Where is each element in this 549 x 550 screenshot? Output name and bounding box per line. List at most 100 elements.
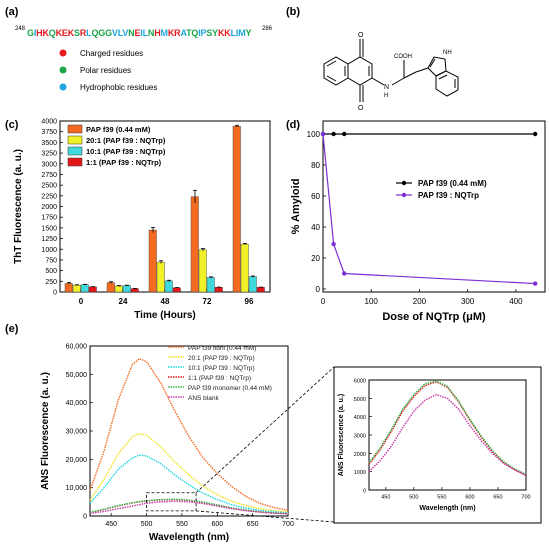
residue-11: L — [86, 28, 92, 38]
y-tick-label: 50,000 — [66, 372, 88, 379]
data-point — [532, 131, 538, 137]
series-line — [368, 380, 527, 476]
ans-spectrum-chart: 0 10,000 20,000 30,000 40,000 50,000 60,000 450… — [40, 344, 335, 543]
bar — [148, 229, 157, 293]
x-tick-label: 24 — [119, 297, 128, 306]
residue-17: V — [122, 28, 128, 38]
legend-label-polar: Polar residues — [80, 66, 131, 75]
ans-inset-chart: 0 1000 2000 3000 4000 5000 6000 450 500 550 600 650… — [333, 366, 542, 524]
legend-label: 1:1 (PAP f39 : NQTrp) — [188, 375, 251, 382]
x-tick-label: 0 — [321, 297, 326, 306]
residue-33: Y — [212, 28, 218, 38]
bar — [232, 125, 241, 293]
x-tick-label: 500 — [409, 495, 418, 501]
x-tick-label: 450 — [381, 495, 390, 501]
legend-label: PAP f39 monomer (0.44 mM) — [188, 385, 272, 392]
y-tick-label: 1000 — [41, 247, 57, 254]
data-point — [320, 131, 326, 137]
y-tick-label: 40 — [311, 223, 320, 232]
legend-label: PAP f39 : NQTrp — [418, 191, 479, 200]
y-axis-label: ANS Fluorescence (a. u.) — [40, 372, 51, 490]
residue-legend: Charged residues Polar residues Hydrophobi… — [59, 49, 157, 92]
legend-label-hydrophobic: Hydrophobic residues — [80, 83, 157, 92]
legend-swatch — [67, 157, 83, 167]
residue-18: N — [128, 28, 134, 38]
x-tick-label: 72 — [203, 297, 212, 306]
series-line — [89, 454, 289, 514]
legend-dot-charged — [59, 49, 67, 57]
x-tick-label: 100 — [365, 297, 379, 306]
y-tick-label: 250 — [45, 279, 57, 286]
legend-marker — [401, 192, 407, 198]
x-tick-label: 0 — [79, 297, 84, 306]
y-tick-label: 2750 — [41, 172, 57, 179]
residue-27: A — [180, 28, 187, 38]
legend-marker — [401, 180, 407, 186]
residue-12: Q — [91, 28, 98, 38]
residue-28: T — [186, 28, 192, 38]
residue-15: V — [112, 28, 118, 38]
residue-35: K — [224, 28, 231, 38]
residue-32: S — [206, 28, 212, 38]
y-tick-label: 6000 — [354, 379, 366, 385]
amyloid-dose-chart: 0 20 40 60 80 100 0 100 200 300 400 % Amyloid Dose o… — [290, 120, 546, 323]
x-tick-label: 200 — [413, 297, 427, 306]
panel-label-e: (e) — [5, 323, 19, 335]
y-tick-label: 0 — [363, 489, 366, 495]
x-axis-label: Wavelength (nm) — [149, 532, 229, 543]
amine-bond — [371, 77, 385, 86]
panel-label-d: (d) — [286, 119, 300, 131]
x-tick-label: 600 — [211, 521, 223, 528]
y-tick-label: 750 — [45, 257, 57, 264]
sequence-end-index: 286 — [262, 26, 273, 32]
y-tick-label: 0 — [316, 285, 321, 294]
atom-o-top: O — [358, 32, 364, 39]
residue-2: I — [34, 28, 36, 38]
y-tick-label: 80 — [311, 161, 320, 170]
residue-39: Y — [246, 28, 252, 38]
residue-8: K — [68, 28, 75, 38]
y-tick-label: 2250 — [41, 193, 57, 200]
residue-30: I — [198, 28, 200, 38]
residue-5: Q — [49, 28, 56, 38]
legend-label: PAP f39 fibril (0.44 mM) — [188, 345, 256, 352]
y-tick-label: 1500 — [41, 225, 57, 232]
y-tick-label: 20,000 — [66, 457, 88, 464]
side-chain-bond — [403, 71, 417, 79]
x-tick-label: 300 — [461, 297, 475, 306]
benzo-double-bond-2 — [326, 75, 337, 82]
bar — [190, 196, 199, 293]
x-tick-label: 48 — [161, 297, 170, 306]
x-tick-label: 400 — [509, 297, 523, 306]
series-line — [89, 433, 289, 513]
data-point — [342, 131, 347, 137]
residue-19: E — [134, 28, 140, 38]
residue-1: G — [27, 28, 34, 38]
nqtrp-structure: O O N H COOH NH — [323, 32, 459, 112]
residue-13: G — [98, 28, 105, 38]
y-tick-label: 60 — [311, 192, 320, 201]
residue-10: R — [80, 28, 87, 38]
x-tick-label: 600 — [465, 495, 474, 501]
y-tick-label: 100 — [307, 130, 321, 139]
bar — [130, 288, 139, 293]
x-tick-label: 550 — [437, 495, 446, 501]
bar — [164, 280, 173, 293]
x-tick-label: 700 — [282, 521, 294, 528]
y-tick-label: 3250 — [41, 151, 57, 158]
x-axis-label: Wavelength (nm) — [419, 505, 475, 512]
x-axis-label: Dose of NQTrp (μM) — [382, 311, 486, 323]
legend-label: 10:1 (PAP f39 : NQTrp) — [188, 365, 255, 372]
x-tick-label: 700 — [521, 495, 530, 501]
residue-26: R — [174, 28, 181, 38]
atom-cooh: COOH — [394, 54, 412, 60]
sequence-text: GIHKQKEKSRLQGGVLVNEILNHMKRATQIPSYKKLIMY — [27, 28, 252, 38]
bar — [64, 283, 73, 293]
y-tick-label: 3500 — [41, 140, 57, 147]
panel-label-c: (c) — [5, 119, 19, 131]
panel-label-a: (a) — [5, 6, 19, 18]
legend-label: 10:1 (PAP f39 : NQTrp) — [86, 147, 166, 156]
atom-h: H — [384, 93, 388, 99]
x-axis-label: Time (Hours) — [134, 310, 196, 321]
indole-benzene-ring — [435, 70, 459, 97]
